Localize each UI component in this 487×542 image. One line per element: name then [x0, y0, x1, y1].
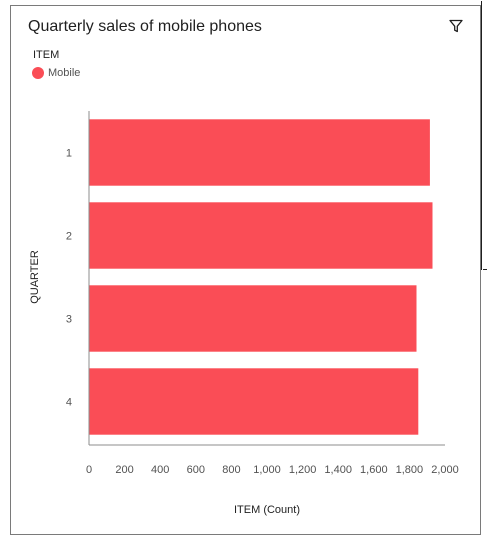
x-tick-label: 1,200: [289, 464, 317, 476]
y-tick-label: 4: [66, 397, 72, 409]
x-axis-title: ITEM (Count): [234, 504, 300, 516]
legend-item-mobile[interactable]: Mobile: [32, 67, 80, 79]
x-tick-label: 2,000: [431, 464, 459, 476]
x-tick-label: 1,400: [324, 464, 352, 476]
y-tick-label: 3: [66, 314, 72, 326]
bar-quarter-4: [89, 368, 419, 435]
x-tick-label: 1,600: [360, 464, 388, 476]
background-divider: [483, 269, 487, 270]
bar-quarter-1: [89, 119, 430, 186]
legend-label: Mobile: [48, 67, 81, 79]
legend-swatch: [32, 67, 44, 79]
chart-title: Quarterly sales of mobile phones: [28, 18, 262, 35]
filter-icon[interactable]: [448, 18, 464, 34]
x-tick-label: 1,800: [396, 464, 424, 476]
legend-title: ITEM: [33, 49, 60, 61]
y-tick-label: 1: [66, 148, 72, 160]
x-tick-label: 400: [151, 464, 169, 476]
x-tick-label: 0: [86, 464, 92, 476]
bar-quarter-3: [89, 285, 417, 352]
x-tick-label: 800: [222, 464, 240, 476]
y-tick-label: 2: [66, 231, 72, 243]
bar-quarter-2: [89, 202, 433, 269]
background-divider: [481, 1, 482, 270]
chart-card: Quarterly sales of mobile phones ITEM Mo…: [10, 5, 481, 535]
bar-chart-plot: 1 2 3 4 0 200 400 600 800 1,000 1,200 1,400 1,600 1,8…: [29, 111, 459, 516]
x-tick-label: 600: [187, 464, 205, 476]
y-axis-title: QUARTER: [29, 250, 41, 304]
x-tick-label: 1,000: [253, 464, 281, 476]
x-tick-label: 200: [115, 464, 133, 476]
